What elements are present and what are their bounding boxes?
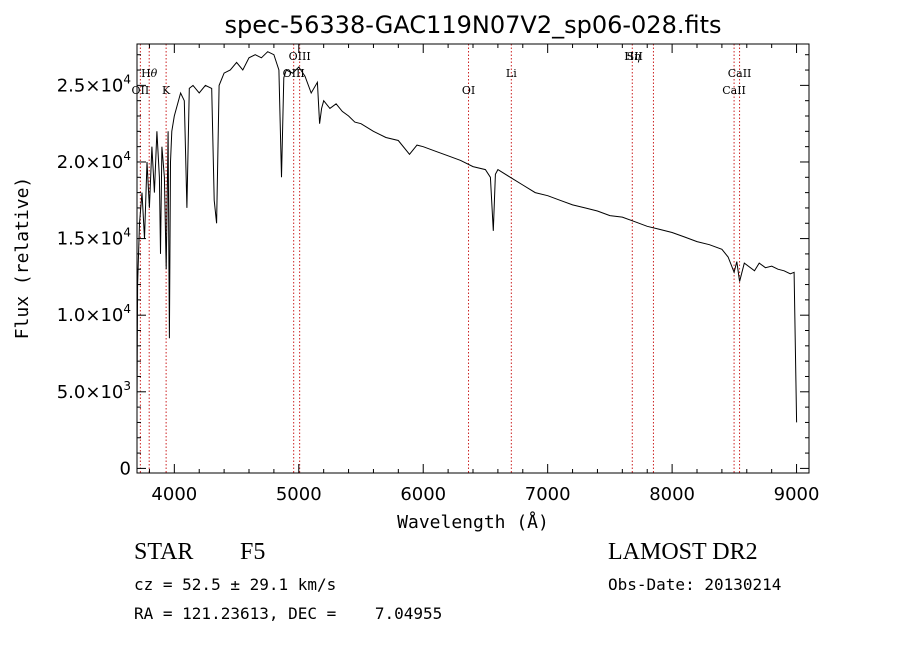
observation-date: Obs-Date: 20130214 — [608, 575, 782, 594]
emission-line-label: Li — [506, 67, 517, 80]
x-tick-label: 9000 — [774, 484, 820, 505]
y-axis-ticks: 0 5.0×103 1.0×104 1.5×104 2.0×104 2.5×104 — [57, 54, 809, 479]
emission-line-markers — [139, 44, 741, 473]
y-tick-label: 2.0×104 — [57, 149, 131, 173]
emission-line-label: Hθ — [141, 67, 158, 80]
emission-line-label: K — [162, 84, 171, 97]
y-tick-label: 2.5×104 — [57, 72, 131, 96]
spectral-subclass: F5 — [240, 539, 266, 565]
y-tick-label: 1.5×104 — [57, 226, 131, 250]
emission-line-label: SII — [627, 50, 643, 63]
emission-line-label: OI — [462, 84, 475, 97]
emission-line-label: Hη — [624, 50, 641, 63]
y-axis-title: Flux (relative) — [12, 177, 33, 340]
emission-line-label: OII — [132, 84, 150, 97]
x-tick-label: 6000 — [400, 484, 446, 505]
coordinates: RA = 121.23613, DEC = 7.04955 — [134, 604, 443, 623]
y-tick-label: 0 — [120, 458, 131, 479]
emission-line-label: CaII — [728, 67, 752, 80]
y-tick-label: 5.0×103 — [57, 379, 131, 403]
object-type: STAR — [134, 539, 194, 565]
emission-line-label: CaII — [722, 84, 746, 97]
redshift-velocity: cz = 52.5 ± 29.1 km/s — [134, 575, 337, 594]
spectrum-line — [136, 51, 798, 423]
chart-title: spec-56338-GAC119N07V2_sp06-028.fits — [225, 11, 722, 39]
x-axis-ticks: 4000 5000 6000 7000 8000 9000 — [148, 44, 820, 505]
x-tick-label: 7000 — [525, 484, 571, 505]
x-tick-label: 5000 — [276, 484, 322, 505]
emission-line-label: OIII — [289, 50, 311, 63]
plot-frame — [136, 43, 810, 474]
survey-name: LAMOST DR2 — [608, 539, 758, 565]
x-tick-label: 8000 — [649, 484, 695, 505]
x-tick-label: 4000 — [151, 484, 197, 505]
x-axis-title: Wavelength (Å) — [397, 511, 549, 533]
emission-line-label: OIII — [283, 67, 305, 80]
y-tick-label: 1.0×104 — [57, 302, 131, 326]
